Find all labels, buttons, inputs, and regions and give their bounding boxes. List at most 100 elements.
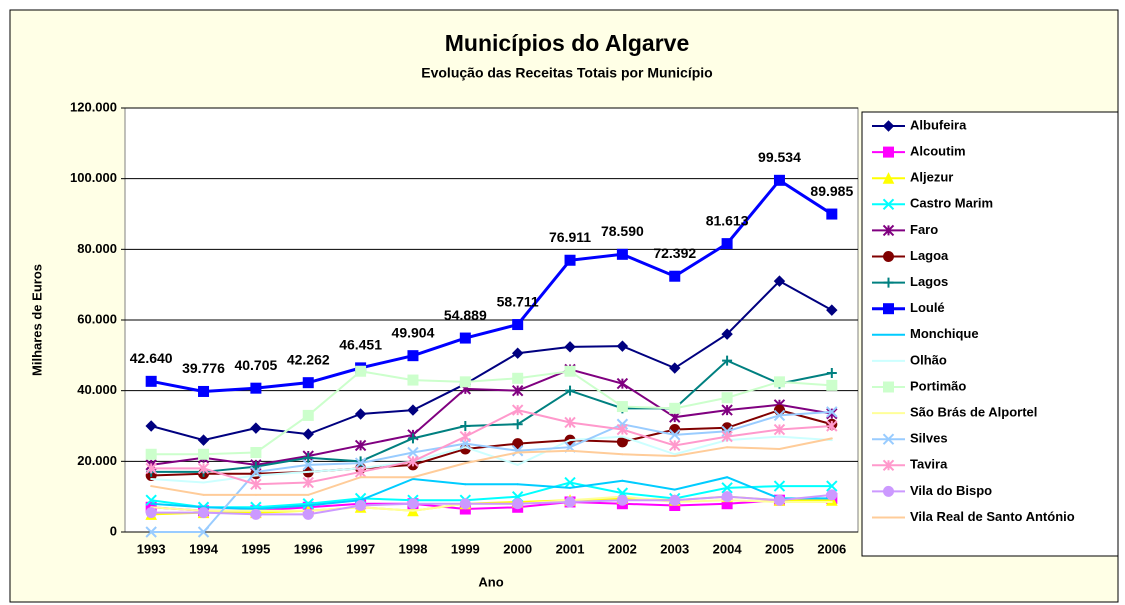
data-point <box>511 384 524 397</box>
data-point <box>826 379 838 391</box>
data-point <box>145 526 157 538</box>
data-label: 99.534 <box>758 149 801 165</box>
data-point <box>250 461 261 472</box>
legend-label: Aljezur <box>910 170 953 185</box>
legend-marker <box>883 485 894 497</box>
data-point <box>511 347 524 359</box>
data-point <box>773 275 786 287</box>
data-point <box>302 459 314 471</box>
data-point <box>512 438 524 450</box>
data-point <box>726 446 729 449</box>
x-tick-label: 2006 <box>817 541 846 556</box>
data-label: 46.451 <box>339 337 382 353</box>
data-point <box>197 462 210 475</box>
data-point <box>669 411 681 423</box>
x-tick-label: 1997 <box>346 541 375 556</box>
legend-label: Monchique <box>910 326 979 341</box>
data-point <box>721 430 733 443</box>
data-point <box>355 500 367 511</box>
data-point <box>302 508 314 520</box>
data-point <box>302 409 314 421</box>
x-tick-label: 2005 <box>765 541 794 556</box>
data-point <box>669 424 681 436</box>
data-point <box>198 507 210 519</box>
data-point <box>721 404 733 416</box>
data-point <box>722 355 733 366</box>
data-point <box>569 486 572 489</box>
data-point <box>407 455 419 468</box>
data-point <box>407 350 419 362</box>
data-point <box>826 480 838 492</box>
data-point <box>464 446 467 449</box>
legend-label: Faro <box>910 222 938 237</box>
data-point <box>669 362 681 374</box>
legend-label: Silves <box>910 431 948 446</box>
series-line <box>151 370 832 456</box>
y-tick-label: 20.000 <box>77 453 117 468</box>
data-point <box>197 526 210 538</box>
data-point <box>411 509 414 512</box>
data-point <box>826 406 838 418</box>
data-point <box>202 481 205 484</box>
data-point <box>197 434 210 446</box>
data-point <box>778 447 781 450</box>
data-point <box>826 420 838 432</box>
y-tick-label: 40.000 <box>77 382 117 397</box>
y-tick-label: 60.000 <box>77 311 117 326</box>
y-axis-label: Milhares de Euros <box>29 264 44 376</box>
x-tick-label: 1994 <box>189 541 219 556</box>
chart-subtitle: Evolução das Receitas Totais por Municíp… <box>421 65 712 81</box>
series-line <box>150 178 833 393</box>
legend-label: Olhão <box>910 352 947 367</box>
data-point <box>411 476 414 479</box>
data-point <box>773 494 785 506</box>
data-point <box>354 408 367 420</box>
data-label: 39.776 <box>182 360 225 376</box>
data-point <box>669 270 681 282</box>
data-point <box>145 507 157 519</box>
legend-label: Vila do Bispo <box>910 483 992 498</box>
data-point <box>516 483 519 486</box>
legend-marker <box>883 146 894 158</box>
data-point <box>512 372 524 384</box>
series-line <box>151 368 832 466</box>
data-point <box>564 254 576 266</box>
data-point <box>150 485 153 488</box>
data-point <box>721 491 733 503</box>
data-point <box>460 421 471 431</box>
legend-marker <box>882 433 895 445</box>
data-point <box>302 377 314 389</box>
data-point <box>145 462 157 475</box>
data-point <box>616 423 629 436</box>
data-point <box>773 376 785 388</box>
data-point <box>830 437 833 440</box>
data-point <box>830 500 833 503</box>
legend-marker <box>883 303 894 315</box>
x-tick-label: 2000 <box>503 541 532 556</box>
series-line <box>151 409 832 486</box>
series-line <box>151 476 832 511</box>
data-point <box>621 453 624 456</box>
data-point <box>407 446 419 459</box>
data-point <box>145 448 157 460</box>
data-point <box>564 341 576 353</box>
data-point <box>302 476 314 489</box>
data-point <box>459 376 471 388</box>
data-point <box>250 447 262 458</box>
series-line <box>151 493 832 516</box>
legend-label: Vila Real de Santo António <box>910 509 1075 524</box>
data-point <box>464 462 467 465</box>
data-point <box>773 409 786 422</box>
data-point <box>512 498 524 510</box>
x-tick-label: 2003 <box>660 541 689 556</box>
data-point <box>721 328 733 340</box>
data-point <box>673 488 676 491</box>
data-point <box>569 449 572 452</box>
data-label: 58.711 <box>497 293 539 309</box>
data-point <box>355 365 367 377</box>
y-tick-label: 80.000 <box>77 241 117 256</box>
legend-marker <box>883 251 894 262</box>
data-point <box>354 466 367 478</box>
data-point <box>303 452 314 463</box>
data-point <box>616 377 629 390</box>
